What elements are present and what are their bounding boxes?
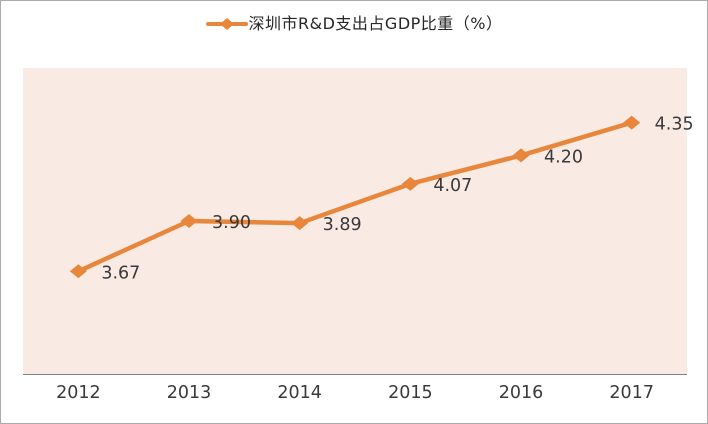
legend-label: 深圳市R&D支出占GDP比重（%） <box>248 14 503 33</box>
x-axis-tick-label: 2014 <box>277 383 322 403</box>
data-point-label: 3.67 <box>101 263 140 283</box>
x-axis-tick-label: 2017 <box>609 383 654 403</box>
data-point-marker <box>180 214 198 228</box>
legend-line-marker-icon <box>205 17 248 30</box>
x-axis-tick-label: 2012 <box>56 383 101 403</box>
series-polyline <box>76 120 634 274</box>
legend: 深圳市R&D支出占GDP比重（%） <box>1 14 707 33</box>
plot-area: 3.67 3.90 3.89 4.07 4.20 4.35 <box>23 68 694 375</box>
x-axis-tick-label: 2013 <box>166 383 212 403</box>
data-point-label: 3.90 <box>212 213 251 233</box>
data-point-marker <box>623 115 641 130</box>
x-axis: 2012 2013 2014 2015 2016 2017 <box>23 383 687 403</box>
data-point-marker <box>401 176 419 191</box>
data-point-label: 4.07 <box>433 176 472 196</box>
line-series: 3.67 3.90 3.89 4.07 4.20 4.35 <box>69 115 694 283</box>
data-point-marker <box>291 216 309 231</box>
data-point-label: 4.35 <box>655 115 694 135</box>
x-axis-tick-label: 2015 <box>388 383 433 403</box>
data-point-marker <box>69 264 87 279</box>
data-point-marker <box>512 148 530 163</box>
data-point-label: 4.20 <box>544 147 583 167</box>
x-axis-tick-label: 2016 <box>498 383 544 403</box>
data-point-label: 3.89 <box>323 215 362 235</box>
